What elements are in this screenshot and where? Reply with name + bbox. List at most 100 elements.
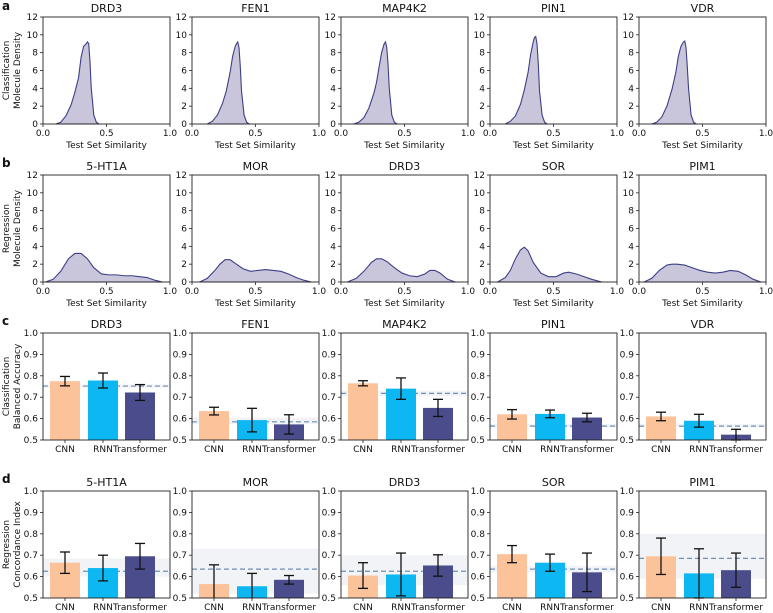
y-tick-label: 0.7 bbox=[24, 393, 38, 403]
y-tick-label: 6 bbox=[330, 67, 336, 77]
x-tick-label: RNN bbox=[391, 603, 411, 613]
x-tick-label: 1.0 bbox=[461, 287, 476, 297]
x-tick-label: 0.0 bbox=[185, 287, 200, 297]
y-tick-label: 10 bbox=[623, 189, 635, 199]
y-tick-label: 12 bbox=[27, 171, 38, 181]
plot-frame bbox=[191, 332, 320, 441]
y-tick-label: 0.8 bbox=[322, 530, 337, 540]
y-tick-label: 0.5 bbox=[471, 436, 485, 446]
subplot-c-4: VDR CNN RNN Transformer 0.5 0.6 0.7 0.8 0.9 1.0 bbox=[620, 318, 767, 455]
plot-frame bbox=[489, 174, 618, 283]
density-area bbox=[643, 263, 762, 283]
y-tick-label: 10 bbox=[27, 31, 39, 41]
density-area bbox=[199, 259, 312, 283]
y-tick-label: 2 bbox=[181, 260, 187, 270]
y-axis-label-a-1: Molecule Density bbox=[13, 31, 23, 109]
subplot-a-1: FEN1 0.0 0.5 1.0 Test Set Similarity 0 2 4 6 8 10 1… bbox=[176, 2, 327, 151]
y-tick-label: 10 bbox=[176, 189, 188, 199]
subplot-title: 5-HT1A bbox=[86, 160, 127, 173]
x-tick-label: CNN bbox=[204, 445, 224, 455]
y-tick-label: 8 bbox=[181, 49, 187, 59]
y-tick-label: 8 bbox=[330, 49, 336, 59]
y-tick-label: 0.9 bbox=[322, 350, 337, 360]
x-tick-label: Transformer bbox=[559, 603, 614, 613]
x-axis-label: Test Set Similarity bbox=[214, 299, 296, 309]
density-area bbox=[206, 40, 251, 125]
bar-cnn bbox=[646, 416, 676, 440]
x-tick-label: Transformer bbox=[708, 445, 763, 455]
x-tick-label: RNN bbox=[540, 603, 560, 613]
x-tick-label: Transformer bbox=[410, 445, 465, 455]
y-axis-label-b-1: Molecule Density bbox=[13, 189, 23, 267]
y-tick-label: 6 bbox=[32, 67, 38, 77]
x-tick-label: 0.0 bbox=[334, 287, 349, 297]
subplot-title: MAP4K2 bbox=[382, 2, 427, 15]
y-tick-label: 10 bbox=[27, 189, 39, 199]
subplot-title: DRD3 bbox=[91, 318, 123, 331]
y-tick-label: 4 bbox=[32, 242, 38, 252]
y-tick-label: 0.7 bbox=[173, 551, 187, 561]
x-tick-label: RNN bbox=[93, 445, 113, 455]
subplot-title: FEN1 bbox=[241, 318, 270, 331]
y-tick-label: 12 bbox=[176, 13, 187, 23]
x-tick-label: CNN bbox=[353, 445, 373, 455]
y-tick-label: 10 bbox=[474, 31, 486, 41]
panel-letter-a: a bbox=[2, 0, 10, 13]
x-tick-label: CNN bbox=[55, 445, 75, 455]
x-tick-label: 0.0 bbox=[36, 287, 51, 297]
x-tick-label: CNN bbox=[502, 445, 522, 455]
plot-frame bbox=[489, 490, 618, 599]
y-tick-label: 0 bbox=[479, 278, 485, 288]
x-tick-label: Transformer bbox=[112, 445, 167, 455]
panel-b: b Regression Molecule Density 5-HT1A 0.0 0.5 1… bbox=[2, 156, 773, 309]
y-tick-label: 8 bbox=[181, 207, 187, 217]
x-tick-label: 0.5 bbox=[695, 287, 709, 297]
x-tick-label: 0.5 bbox=[546, 129, 560, 139]
y-tick-label: 1.0 bbox=[620, 487, 635, 497]
x-tick-label: CNN bbox=[55, 603, 75, 613]
y-tick-label: 4 bbox=[479, 84, 485, 94]
subplot-a-3: PIN1 0.0 0.5 1.0 Test Set Similarity 0 2 4 6 8 10 1… bbox=[474, 2, 625, 151]
y-tick-label: 0.9 bbox=[471, 508, 486, 518]
y-tick-label: 6 bbox=[479, 67, 485, 77]
plot-frame bbox=[489, 16, 618, 125]
y-tick-label: 6 bbox=[628, 67, 634, 77]
x-tick-label: RNN bbox=[391, 445, 411, 455]
panel-letter-b: b bbox=[2, 156, 11, 170]
y-tick-label: 4 bbox=[628, 84, 634, 94]
subplot-title: DRD3 bbox=[91, 2, 123, 15]
density-area bbox=[45, 252, 163, 283]
y-tick-label: 1.0 bbox=[322, 487, 337, 497]
subplot-title: MAP4K2 bbox=[382, 318, 427, 331]
y-tick-label: 0 bbox=[181, 120, 187, 130]
subplot-title: SOR bbox=[542, 160, 566, 173]
y-tick-label: 0.6 bbox=[24, 415, 39, 425]
y-tick-label: 1.0 bbox=[24, 329, 39, 339]
x-tick-label: CNN bbox=[651, 603, 671, 613]
panel-a: a Classification Molecule Density DRD3 0.0 0.… bbox=[2, 0, 773, 151]
y-tick-label: 0.6 bbox=[24, 573, 39, 583]
x-tick-label: Transformer bbox=[559, 445, 614, 455]
subplot-title: 5-HT1A bbox=[86, 476, 127, 489]
y-tick-label: 10 bbox=[623, 31, 635, 41]
bar-transformer bbox=[274, 579, 304, 598]
y-tick-label: 0 bbox=[628, 120, 634, 130]
y-tick-label: 0.8 bbox=[471, 372, 486, 382]
density-area bbox=[55, 41, 101, 125]
x-tick-label: 0.5 bbox=[546, 287, 560, 297]
y-tick-label: 2 bbox=[479, 260, 485, 270]
y-tick-label: 0 bbox=[479, 120, 485, 130]
x-tick-label: 0.0 bbox=[632, 287, 647, 297]
y-tick-label: 0.6 bbox=[322, 415, 337, 425]
subplot-c-2: MAP4K2 CNN RNN Transformer 0.5 0.6 0.7 0.8 0.9 1.… bbox=[322, 318, 469, 455]
plot-frame bbox=[42, 332, 171, 441]
x-tick-label: 0.5 bbox=[99, 287, 113, 297]
y-tick-label: 0 bbox=[628, 278, 634, 288]
y-tick-label: 0.6 bbox=[322, 573, 337, 583]
subplot-title: VDR bbox=[691, 2, 715, 15]
x-axis-label: Test Set Similarity bbox=[512, 141, 594, 151]
subplot-c-3: PIN1 CNN RNN Transformer 0.5 0.6 0.7 0.8 0.9 1.0 bbox=[471, 318, 618, 455]
y-axis-label-a-0: Classification bbox=[2, 41, 12, 101]
y-tick-label: 0.5 bbox=[620, 594, 634, 604]
